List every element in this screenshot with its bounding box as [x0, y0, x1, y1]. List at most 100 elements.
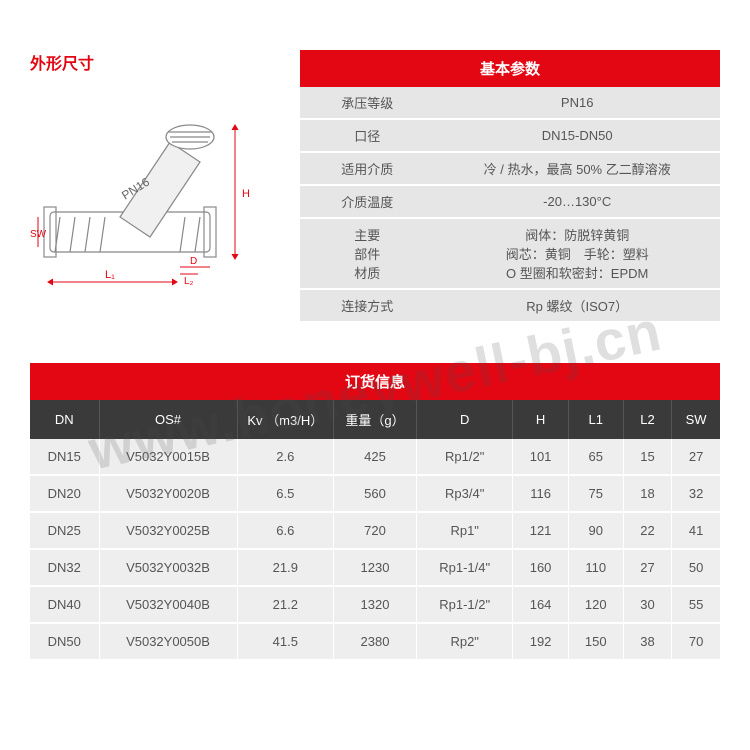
table-cell: 720	[334, 512, 417, 549]
order-head-row: DNOS#Kv （m3/H）重量（g）DHL1L2SW	[30, 400, 720, 439]
table-cell: DN15	[30, 439, 99, 475]
params-block: 基本参数 承压等级PN16口径DN15-DN50适用介质冷 / 热水，最高 50…	[300, 50, 720, 323]
table-cell: 121	[513, 512, 568, 549]
table-cell: 30	[623, 586, 671, 623]
table-cell: 21.2	[237, 586, 334, 623]
table-cell: 38	[623, 623, 671, 660]
table-cell: 2.6	[237, 439, 334, 475]
table-cell: 164	[513, 586, 568, 623]
table-cell: 2380	[334, 623, 417, 660]
table-cell: 32	[672, 475, 720, 512]
svg-text:D: D	[190, 256, 197, 267]
svg-text:L₁: L₁	[105, 269, 115, 281]
table-cell: 110	[568, 549, 623, 586]
params-header: 基本参数	[300, 50, 720, 87]
table-row: DN40V5032Y0040B21.21320Rp1-1/2"164120305…	[30, 586, 720, 623]
table-cell: 55	[672, 586, 720, 623]
params-row: 介质温度-20…130°C	[300, 185, 720, 218]
table-cell: V5032Y0040B	[99, 586, 237, 623]
table-cell: 75	[568, 475, 623, 512]
table-cell: V5032Y0020B	[99, 475, 237, 512]
valve-diagram: PN16 H L₁ D L₂ SW	[30, 82, 260, 292]
table-cell: 425	[334, 439, 417, 475]
table-cell: DN25	[30, 512, 99, 549]
table-cell: 22	[623, 512, 671, 549]
table-cell: Rp1-1/2"	[416, 586, 513, 623]
table-row: DN32V5032Y0032B21.91230Rp1-1/4"160110275…	[30, 549, 720, 586]
params-value: 冷 / 热水，最高 50% 乙二醇溶液	[434, 152, 720, 185]
params-value: Rp 螺纹（ISO7）	[434, 289, 720, 322]
table-cell: 116	[513, 475, 568, 512]
params-row: 承压等级PN16	[300, 87, 720, 119]
table-cell: V5032Y0015B	[99, 439, 237, 475]
table-cell: Rp1-1/4"	[416, 549, 513, 586]
table-cell: 27	[623, 549, 671, 586]
order-col-header: 重量（g）	[334, 400, 417, 439]
params-value: DN15-DN50	[434, 119, 720, 152]
order-section: 订货信息 DNOS#Kv （m3/H）重量（g）DHL1L2SW DN15V50…	[30, 363, 720, 661]
params-value: -20…130°C	[434, 185, 720, 218]
table-cell: 50	[672, 549, 720, 586]
table-cell: Rp1/2"	[416, 439, 513, 475]
table-cell: 41.5	[237, 623, 334, 660]
table-row: DN25V5032Y0025B6.6720Rp1"121902241	[30, 512, 720, 549]
table-row: DN50V5032Y0050B41.52380Rp2"1921503870	[30, 623, 720, 660]
params-label: 主要 部件 材质	[300, 218, 434, 289]
table-cell: 90	[568, 512, 623, 549]
table-cell: 41	[672, 512, 720, 549]
table-cell: 192	[513, 623, 568, 660]
params-label: 承压等级	[300, 87, 434, 119]
diagram-title: 外形尺寸	[30, 50, 280, 74]
order-header: 订货信息	[30, 363, 720, 400]
table-cell: 1230	[334, 549, 417, 586]
table-cell: 560	[334, 475, 417, 512]
order-table: DNOS#Kv （m3/H）重量（g）DHL1L2SW DN15V5032Y00…	[30, 400, 720, 661]
table-cell: V5032Y0025B	[99, 512, 237, 549]
params-row: 口径DN15-DN50	[300, 119, 720, 152]
table-cell: DN50	[30, 623, 99, 660]
table-cell: 21.9	[237, 549, 334, 586]
table-cell: V5032Y0032B	[99, 549, 237, 586]
svg-text:SW: SW	[30, 229, 47, 240]
table-cell: 70	[672, 623, 720, 660]
params-row: 适用介质冷 / 热水，最高 50% 乙二醇溶液	[300, 152, 720, 185]
table-cell: 6.6	[237, 512, 334, 549]
table-cell: Rp2"	[416, 623, 513, 660]
order-col-header: D	[416, 400, 513, 439]
table-cell: 160	[513, 549, 568, 586]
table-cell: 1320	[334, 586, 417, 623]
params-value: 阀体：防脱锌黄铜 阀芯：黄铜 手轮：塑料 O 型圈和软密封：EPDM	[434, 218, 720, 289]
params-label: 连接方式	[300, 289, 434, 322]
top-section: 外形尺寸	[30, 50, 720, 323]
table-cell: 27	[672, 439, 720, 475]
order-col-header: DN	[30, 400, 99, 439]
table-cell: 101	[513, 439, 568, 475]
order-col-header: SW	[672, 400, 720, 439]
params-label: 适用介质	[300, 152, 434, 185]
order-col-header: OS#	[99, 400, 237, 439]
table-cell: Rp3/4"	[416, 475, 513, 512]
diagram-block: 外形尺寸	[30, 50, 280, 323]
table-cell: 15	[623, 439, 671, 475]
table-cell: 65	[568, 439, 623, 475]
params-row: 主要 部件 材质阀体：防脱锌黄铜 阀芯：黄铜 手轮：塑料 O 型圈和软密封：EP…	[300, 218, 720, 289]
params-value: PN16	[434, 87, 720, 119]
table-cell: 150	[568, 623, 623, 660]
table-cell: V5032Y0050B	[99, 623, 237, 660]
svg-text:L₂: L₂	[184, 276, 194, 287]
order-col-header: H	[513, 400, 568, 439]
order-col-header: L2	[623, 400, 671, 439]
params-row: 连接方式Rp 螺纹（ISO7）	[300, 289, 720, 322]
table-cell: DN32	[30, 549, 99, 586]
order-col-header: Kv （m3/H）	[237, 400, 334, 439]
order-col-header: L1	[568, 400, 623, 439]
params-table: 基本参数 承压等级PN16口径DN15-DN50适用介质冷 / 热水，最高 50…	[300, 50, 720, 323]
svg-text:H: H	[242, 188, 250, 200]
params-label: 介质温度	[300, 185, 434, 218]
table-cell: 6.5	[237, 475, 334, 512]
table-cell: Rp1"	[416, 512, 513, 549]
table-row: DN20V5032Y0020B6.5560Rp3/4"116751832	[30, 475, 720, 512]
table-cell: DN40	[30, 586, 99, 623]
table-cell: 120	[568, 586, 623, 623]
table-cell: 18	[623, 475, 671, 512]
